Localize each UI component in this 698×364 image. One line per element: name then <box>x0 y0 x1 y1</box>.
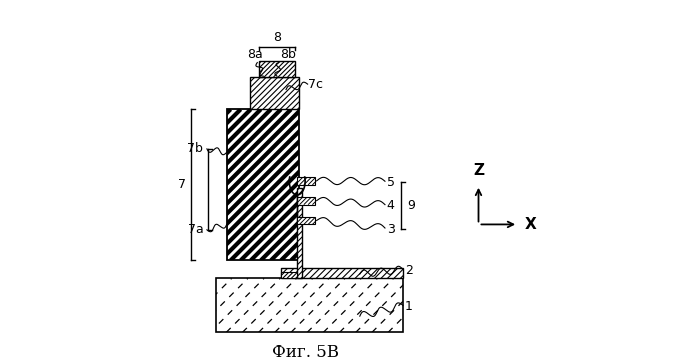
Bar <box>297 217 315 225</box>
Bar <box>250 77 299 109</box>
Text: 4: 4 <box>387 199 394 212</box>
Text: 7b: 7b <box>188 142 203 155</box>
Bar <box>281 268 403 278</box>
Text: 7c: 7c <box>309 78 323 91</box>
Text: 7a: 7a <box>188 223 203 236</box>
Bar <box>259 61 295 77</box>
Text: 7: 7 <box>179 178 186 191</box>
Text: 2: 2 <box>405 264 413 277</box>
Text: 1: 1 <box>405 300 413 313</box>
Bar <box>281 272 297 278</box>
Bar <box>227 109 299 260</box>
Text: 8b: 8b <box>280 48 296 62</box>
Text: 9: 9 <box>407 199 415 212</box>
Bar <box>297 189 302 278</box>
Bar <box>216 278 403 332</box>
Text: Z: Z <box>473 163 484 178</box>
Text: Фиг. 5B: Фиг. 5B <box>272 344 339 361</box>
Text: X: X <box>525 217 536 232</box>
Text: 8a: 8a <box>247 48 262 62</box>
Bar <box>297 197 315 205</box>
Text: 5: 5 <box>387 176 395 189</box>
Text: 8: 8 <box>273 31 281 44</box>
Bar <box>297 177 315 185</box>
Text: 3: 3 <box>387 223 394 236</box>
